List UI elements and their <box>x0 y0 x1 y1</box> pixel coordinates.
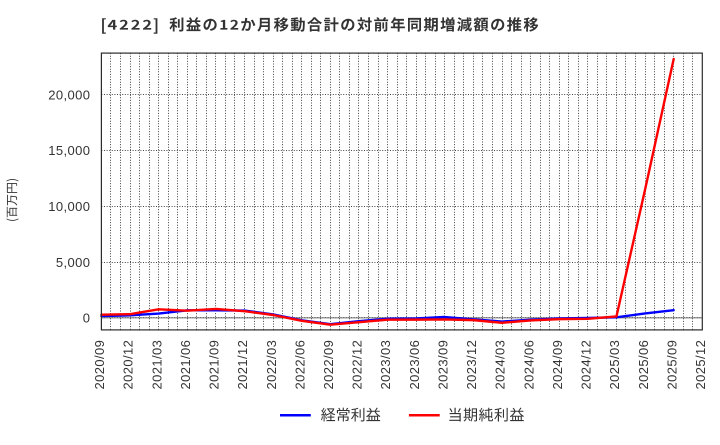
svg-text:10,000: 10,000 <box>48 199 90 214</box>
svg-text:2025/09: 2025/09 <box>664 340 679 390</box>
svg-text:2022/03: 2022/03 <box>264 340 279 390</box>
svg-text:2025/03: 2025/03 <box>607 340 622 390</box>
svg-text:2022/06: 2022/06 <box>292 340 307 390</box>
svg-text:2022/12: 2022/12 <box>350 340 365 390</box>
svg-text:2024/06: 2024/06 <box>521 340 536 390</box>
svg-text:2024/09: 2024/09 <box>550 340 565 390</box>
svg-text:2021/03: 2021/03 <box>149 340 164 390</box>
svg-text:2025/12: 2025/12 <box>693 340 708 390</box>
svg-text:2021/06: 2021/06 <box>178 340 193 390</box>
svg-text:2020/09: 2020/09 <box>92 340 107 390</box>
svg-text:2023/06: 2023/06 <box>407 340 422 390</box>
svg-text:0: 0 <box>83 311 91 326</box>
svg-text:2025/06: 2025/06 <box>636 340 651 390</box>
svg-text:2021/09: 2021/09 <box>207 340 222 390</box>
svg-text:20,000: 20,000 <box>48 87 90 102</box>
svg-text:2023/12: 2023/12 <box>464 340 479 390</box>
svg-text:2024/12: 2024/12 <box>579 340 594 390</box>
svg-text:2022/09: 2022/09 <box>321 340 336 390</box>
svg-text:2024/03: 2024/03 <box>493 340 508 390</box>
svg-text:2021/12: 2021/12 <box>235 340 250 390</box>
svg-text:5,000: 5,000 <box>56 255 91 270</box>
svg-text:15,000: 15,000 <box>48 143 90 158</box>
svg-text:2023/09: 2023/09 <box>435 340 450 390</box>
svg-text:2020/12: 2020/12 <box>121 340 136 390</box>
svg-text:2023/03: 2023/03 <box>378 340 393 390</box>
